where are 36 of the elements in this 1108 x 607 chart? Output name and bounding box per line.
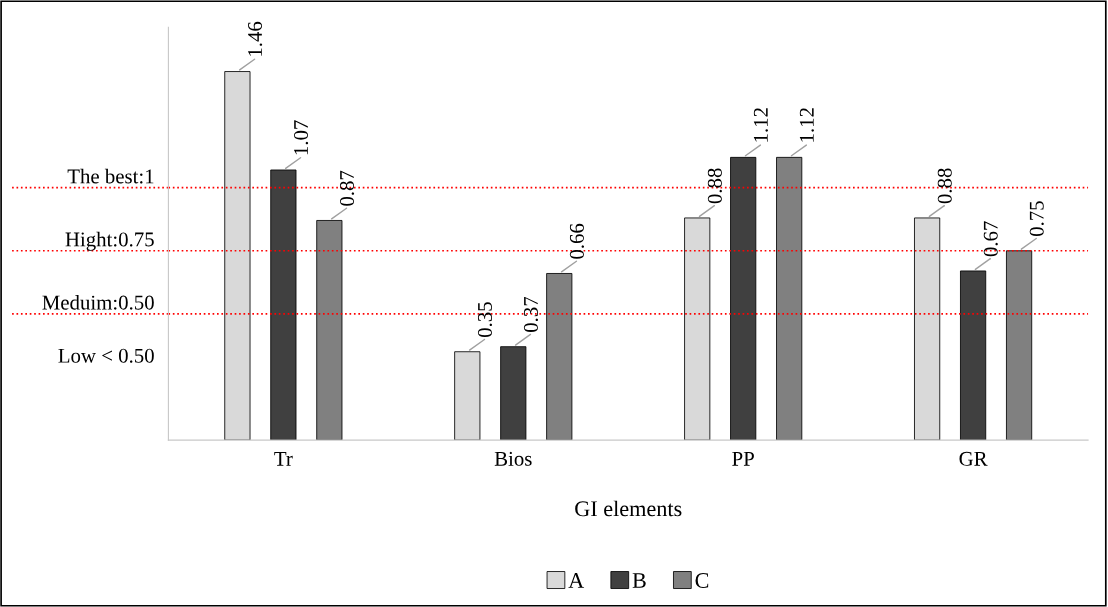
bar: [500, 346, 527, 441]
bar: [914, 217, 941, 441]
bar: [776, 156, 803, 441]
x-tick-label: Bios: [494, 451, 532, 466]
legend-label: B: [632, 573, 646, 588]
bar: [1006, 250, 1033, 441]
data-label: 1.07: [293, 120, 309, 155]
data-label: 0.37: [523, 296, 539, 332]
legend-label: A: [568, 573, 585, 588]
data-label: 0.67: [983, 221, 998, 257]
x-tick-label: Tr: [274, 452, 293, 466]
data-label: 0.66: [569, 223, 585, 259]
data-label: 0.88: [937, 168, 952, 204]
data-label: 0.75: [1029, 201, 1044, 237]
bar: [270, 169, 297, 441]
bar: [454, 351, 481, 441]
ref-line-label: The best:1: [67, 168, 154, 184]
bar: [960, 270, 987, 441]
x-tick-label: PP: [732, 452, 754, 466]
data-label: 0.88: [707, 168, 722, 204]
x-axis-title: GI elements: [575, 500, 682, 517]
bar: [224, 71, 251, 441]
data-label: 1.46: [248, 21, 263, 56]
bar: [546, 273, 573, 441]
ref-line-label: Hight:0.75: [65, 231, 154, 251]
bar: [684, 217, 711, 441]
data-label: 0.87: [339, 170, 355, 206]
data-label: 1.12: [753, 108, 768, 142]
data-label: 1.12: [799, 108, 814, 142]
legend-label: C: [695, 573, 709, 588]
bar: [730, 156, 757, 441]
text: Low < 0.50: [58, 348, 154, 363]
data-label: 0.35: [477, 302, 493, 338]
bar: [316, 220, 343, 441]
ref-line-label: Meduim:0.50: [42, 294, 154, 310]
x-tick-label: GR: [959, 451, 988, 466]
